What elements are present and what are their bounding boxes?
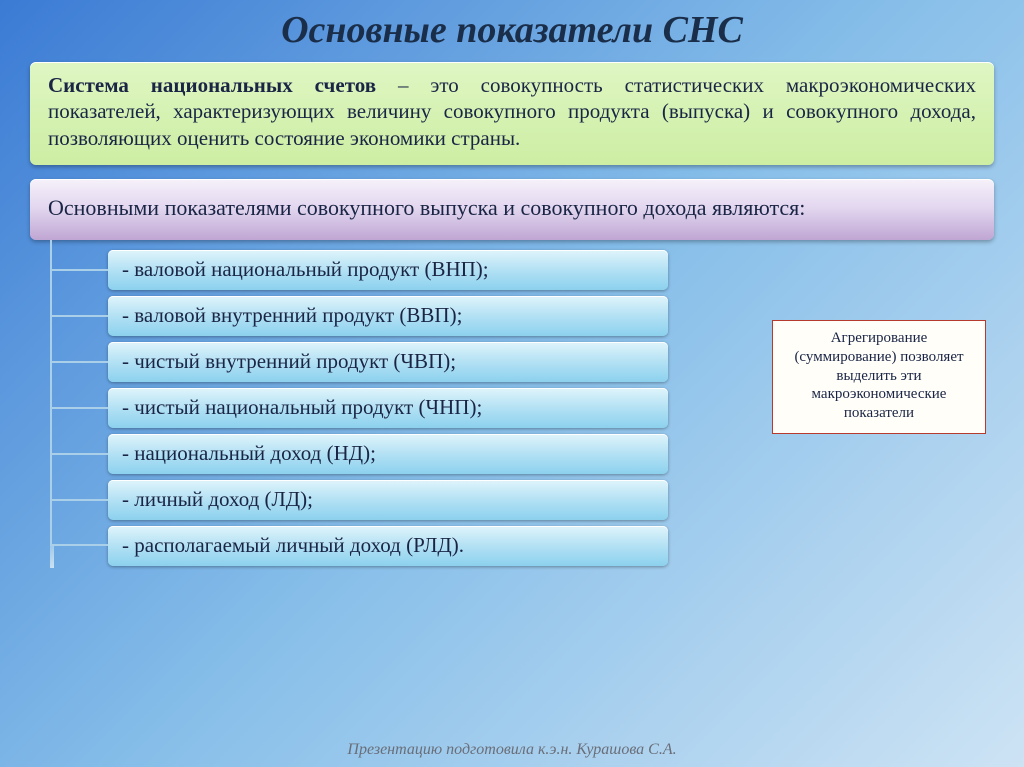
indicator-item: - национальный доход (НД); [108,434,668,474]
definition-lead: Система национальных счетов [48,73,376,97]
indicator-item: - располагаемый личный доход (РЛД). [108,526,668,566]
page-title: Основные показатели СНС [0,0,1024,58]
intro-box: Основными показателями совокупного выпус… [30,179,994,241]
indicator-item: - чистый внутренний продукт (ЧВП); [108,342,668,382]
indicator-item: - чистый национальный продукт (ЧНП); [108,388,668,428]
list-item: - располагаемый личный доход (РЛД). [52,522,1024,566]
list-item: - личный доход (ЛД); [52,476,1024,522]
definition-box: Система национальных счетов – это совоку… [30,62,994,165]
indicator-item: - валовой национальный продукт (ВНП); [108,250,668,290]
list-item: - валовой национальный продукт (ВНП); [52,246,1024,292]
indicator-item: - валовой внутренний продукт (ВВП); [108,296,668,336]
list-item: - национальный доход (НД); [52,430,1024,476]
indicator-item: - личный доход (ЛД); [108,480,668,520]
footer-credit: Презентацию подготовила к.э.н. Курашова … [0,741,1024,759]
aggregation-note: Агрегирование (суммирование) позволяет в… [772,320,986,434]
